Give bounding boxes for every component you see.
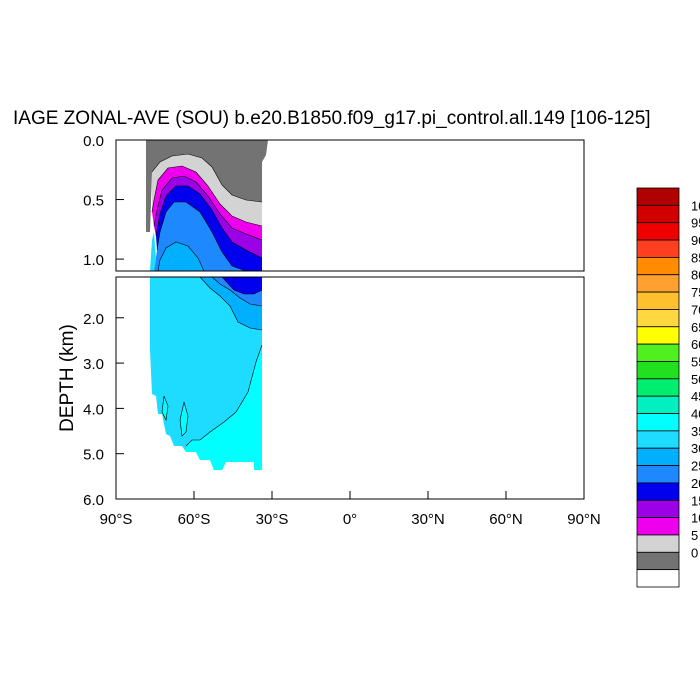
colorbar-label: 95 xyxy=(691,216,700,231)
x-tick-label: 90°S xyxy=(100,511,133,528)
x-tick-label: 0° xyxy=(343,511,357,528)
y-tick-label-lower: 2.0 xyxy=(83,311,104,328)
y-axis: 0.0 0.5 1.0 2.0 3.0 4.0 5.0 6.0 xyxy=(83,133,124,509)
colorbar-swatch xyxy=(636,326,680,345)
x-tick-label: 30°N xyxy=(411,511,445,528)
colorbar-label: 55 xyxy=(691,354,700,369)
colorbar-label: 85 xyxy=(691,250,700,265)
x-tick-label: 90°N xyxy=(567,511,601,528)
lower-band-40-patch-a xyxy=(180,402,188,436)
upper-panel-frame xyxy=(115,139,585,272)
colorbar-swatch xyxy=(636,413,680,432)
colorbar-label: 70 xyxy=(691,302,700,317)
colorbar-swatch xyxy=(636,395,680,414)
lower-band-20 xyxy=(222,277,262,294)
y-tick-label-upper: 1.0 xyxy=(83,252,104,269)
colorbar-swatch xyxy=(636,430,680,449)
colorbar-swatch xyxy=(636,482,680,501)
x-tick-label: 60°N xyxy=(489,511,523,528)
colorbar: 1095908580757065605550454035302520151050 xyxy=(636,187,700,588)
upper-band-5 xyxy=(152,154,262,226)
colorbar-label: 90 xyxy=(691,233,700,248)
colorbar-swatch xyxy=(636,309,680,328)
colorbar-swatch xyxy=(636,517,680,536)
colorbar-label: 75 xyxy=(691,285,700,300)
y-tick-label-upper: 0.0 xyxy=(83,133,104,150)
y-tick-label-lower: 5.0 xyxy=(83,447,104,464)
colorbar-swatch xyxy=(636,222,680,241)
colorbar-swatch xyxy=(636,256,680,276)
colorbar-label: 20 xyxy=(691,476,700,491)
y-tick-label-lower: 6.0 xyxy=(83,492,104,509)
colorbar-swatch xyxy=(636,465,680,484)
upper-land-mask xyxy=(146,140,268,232)
colorbar-label: 10 xyxy=(691,511,700,526)
colorbar-swatch xyxy=(636,204,680,224)
colorbar-label: 35 xyxy=(691,424,700,439)
colorbar-label: 80 xyxy=(691,268,700,283)
x-tick-label: 60°S xyxy=(178,511,211,528)
upper-band-10 xyxy=(152,166,262,240)
colorbar-swatch xyxy=(636,447,680,466)
colorbar-label: 10 xyxy=(691,198,700,213)
colorbar-swatch xyxy=(636,551,680,571)
colorbar-swatch xyxy=(636,187,680,206)
colorbar-label: 5 xyxy=(691,528,698,543)
colorbar-swatch xyxy=(636,291,680,310)
y-tick-label-upper: 0.5 xyxy=(83,193,104,210)
x-tick-label: 30°S xyxy=(256,511,289,528)
colorbar-swatch xyxy=(636,499,680,519)
colorbar-swatch xyxy=(636,378,680,397)
colorbar-label: 0 xyxy=(691,545,698,560)
upper-band-15 xyxy=(154,176,262,258)
upper-band-30 xyxy=(154,242,204,271)
y-axis-label: DEPTH (km) xyxy=(57,324,78,432)
colorbar-label: 60 xyxy=(691,337,700,352)
colorbar-label: 65 xyxy=(691,320,700,335)
colorbar-swatch xyxy=(636,361,680,380)
y-tick-label-lower: 3.0 xyxy=(83,356,104,373)
colorbar-label: 40 xyxy=(691,407,700,422)
lower-band-40 xyxy=(186,345,262,470)
upper-panel-fill xyxy=(146,140,268,271)
chart-title: IAGE ZONAL-AVE (SOU) b.e20.B1850.f09_g17… xyxy=(13,108,651,129)
colorbar-label: 15 xyxy=(691,493,700,508)
colorbar-swatch xyxy=(636,569,680,588)
colorbar-label: 30 xyxy=(691,441,700,456)
colorbar-label: 45 xyxy=(691,389,700,404)
colorbar-swatch xyxy=(636,343,680,362)
x-axis: 90°S 60°S 30°S 0° 30°N 60°N 90°N xyxy=(100,491,601,528)
colorbar-label: 50 xyxy=(691,372,700,387)
upper-band-35 xyxy=(150,232,156,271)
lower-panel-fill xyxy=(150,277,263,470)
colorbar-label: 25 xyxy=(691,459,700,474)
colorbar-swatch xyxy=(636,239,680,258)
colorbar-swatch xyxy=(636,274,680,293)
upper-band-20 xyxy=(156,186,262,271)
colorbar-swatch xyxy=(636,534,680,553)
y-tick-label-lower: 4.0 xyxy=(83,401,104,418)
